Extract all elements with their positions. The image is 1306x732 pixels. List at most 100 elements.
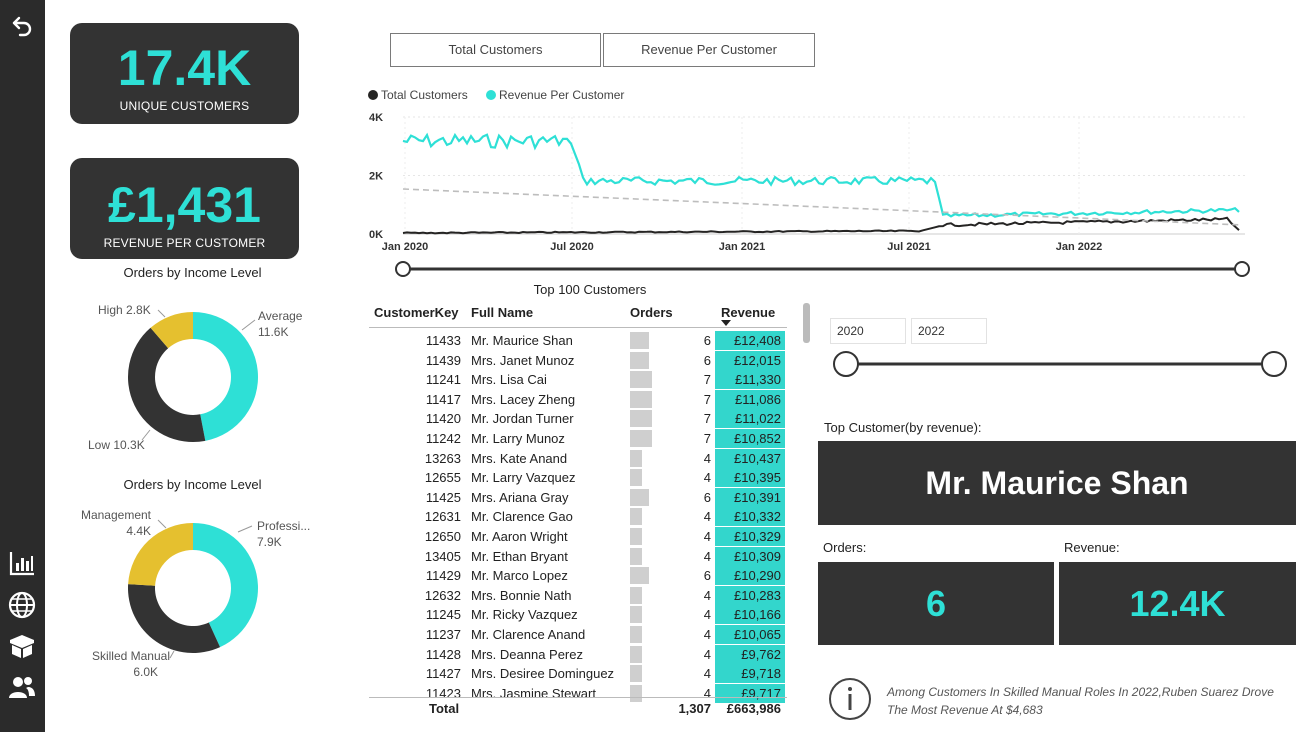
top-customer-name: Mr. Maurice Shan xyxy=(818,441,1296,525)
kpi-unique-customers-value: 17.4K xyxy=(117,40,252,96)
cell-customer-key: 11439 xyxy=(425,352,461,368)
y-tick-0: 4K xyxy=(369,112,383,124)
occupation-value-2: 4.4K xyxy=(126,524,151,538)
occupation-slice-0[interactable] xyxy=(193,523,258,648)
income-slice-0[interactable] xyxy=(193,312,258,441)
year-from-input[interactable]: 2020 xyxy=(830,318,906,344)
cell-revenue: £10,283 xyxy=(715,585,785,605)
table-row[interactable]: 11420 Mr. Jordan Turner 7 £11,022 xyxy=(369,409,787,429)
cell-full-name: Mr. Marco Lopez xyxy=(471,568,568,584)
cell-full-name: Mr. Ricky Vazquez xyxy=(471,607,578,623)
revenue-per-customer-toggle-button[interactable]: Revenue Per Customer xyxy=(603,33,815,67)
cell-orders: 4 xyxy=(703,685,711,701)
table-scrollbar[interactable] xyxy=(803,303,810,343)
occupation-leader-1 xyxy=(169,650,175,659)
table-row[interactable]: 11433 Mr. Maurice Shan 6 £12,408 xyxy=(369,331,787,351)
cell-customer-key: 11427 xyxy=(425,666,461,682)
col-header-key[interactable]: CustomerKey xyxy=(374,305,459,320)
table-row[interactable]: 12655 Mr. Larry Vazquez 4 £10,395 xyxy=(369,468,787,488)
bar-chart-icon[interactable] xyxy=(7,548,37,578)
table-row[interactable]: 11237 Mr. Clarence Anand 4 £10,065 xyxy=(369,625,787,645)
users-icon[interactable] xyxy=(7,672,37,702)
orders-databar xyxy=(630,528,642,545)
orders-databar xyxy=(630,606,642,624)
income-slice-2[interactable] xyxy=(150,312,193,349)
cell-customer-key: 11241 xyxy=(425,372,461,388)
orders-databar xyxy=(630,645,642,663)
total-label: Total xyxy=(429,701,460,716)
table-row[interactable]: 13405 Mr. Ethan Bryant 4 £10,309 xyxy=(369,546,787,567)
cell-orders: 4 xyxy=(703,666,711,682)
cell-orders: 7 xyxy=(703,411,711,427)
insight-text: Among Customers In Skilled Manual Roles … xyxy=(887,685,1274,717)
table-row[interactable]: 11427 Mrs. Desiree Dominguez 4 £9,718 xyxy=(369,664,787,684)
orders-databar xyxy=(630,449,642,467)
donut-chart-occupation[interactable]: Professi... 7.9K Skilled Manual 6.0K Managem… xyxy=(70,500,315,685)
undo-arrow-icon[interactable] xyxy=(7,10,37,40)
year-to-input[interactable]: 2022 xyxy=(911,318,987,344)
line-chart-customers-revenue[interactable]: Total Customers Revenue Per Customer 4K 2K 0… xyxy=(360,84,1260,279)
top-customer-revenue-label: Revenue: xyxy=(1064,540,1120,555)
cell-revenue: £10,309 xyxy=(715,546,785,566)
occupation-value-0: 7.9K xyxy=(257,535,282,549)
year-slider-start-handle[interactable] xyxy=(833,351,859,377)
kpi-revenue-per-customer: £1,431 REVENUE PER CUSTOMER xyxy=(70,158,299,259)
orders-databar xyxy=(630,410,652,428)
date-slider-end-handle[interactable] xyxy=(1234,261,1250,277)
cell-full-name: Mrs. Lisa Cai xyxy=(471,372,547,388)
occupation-slice-2[interactable] xyxy=(128,523,193,586)
cell-full-name: Mrs. Kate Anand xyxy=(471,450,568,466)
cell-orders: 6 xyxy=(703,568,711,584)
table-row[interactable]: 12631 Mr. Clarence Gao 4 £10,332 xyxy=(369,507,787,527)
orders-databar xyxy=(630,390,652,408)
table-row[interactable]: 11439 Mrs. Janet Munoz 6 £12,015 xyxy=(369,350,787,371)
col-header-name[interactable]: Full Name xyxy=(471,305,534,320)
nav-rail xyxy=(0,0,45,732)
cell-orders: 4 xyxy=(703,607,711,623)
total-customers-toggle-button[interactable]: Total Customers xyxy=(390,33,601,67)
income-slice-1[interactable] xyxy=(127,327,206,442)
table-row[interactable]: 11429 Mr. Marco Lopez 6 £10,290 xyxy=(369,566,787,586)
table-row[interactable]: 12650 Mr. Aaron Wright 4 £10,329 xyxy=(369,527,787,547)
year-range-slider[interactable] xyxy=(830,348,1290,380)
table-row[interactable]: 11241 Mrs. Lisa Cai 7 £11,330 xyxy=(369,370,787,390)
cell-customer-key: 12650 xyxy=(424,529,461,544)
legend-label-1[interactable]: Revenue Per Customer xyxy=(499,88,624,102)
table-row[interactable]: 11417 Mrs. Lacey Zheng 7 £11,086 xyxy=(369,389,787,410)
donut-occupation-title: Orders by Income Level xyxy=(123,477,262,492)
total-orders: 1,307 xyxy=(678,701,711,716)
cell-full-name: Mrs. Janet Munoz xyxy=(471,352,575,368)
cell-revenue: £12,015 xyxy=(715,350,785,370)
occupation-label-1: Skilled Manual xyxy=(92,649,170,663)
table-row[interactable]: 13263 Mrs. Kate Anand 4 £10,437 xyxy=(369,448,787,469)
legend-label-0[interactable]: Total Customers xyxy=(381,88,468,102)
cell-revenue: £11,086 xyxy=(715,389,785,409)
revenue-per-customer-series-line[interactable] xyxy=(402,132,1240,218)
cell-orders: 4 xyxy=(703,509,711,525)
table-row[interactable]: 12632 Mrs. Bonnie Nath 4 £10,283 xyxy=(369,585,787,606)
donut-chart-income[interactable]: Average 11.6K Low 10.3K High 2.8K xyxy=(70,290,315,460)
income-value-0: 11.6K xyxy=(258,325,288,339)
cell-revenue: £11,022 xyxy=(715,409,785,429)
table-row[interactable]: 11428 Mrs. Deanna Perez 4 £9,762 xyxy=(369,644,787,665)
table-row[interactable]: 11242 Mr. Larry Munoz 7 £10,852 xyxy=(369,429,787,449)
cell-customer-key: 12655 xyxy=(424,470,461,486)
income-leader-1 xyxy=(141,429,151,441)
x-tick-1: Jul 2020 xyxy=(550,241,593,253)
cell-full-name: Mr. Ethan Bryant xyxy=(471,548,568,564)
col-header-orders[interactable]: Orders xyxy=(630,305,673,320)
package-icon[interactable] xyxy=(7,631,37,661)
year-slider-end-handle[interactable] xyxy=(1261,351,1287,377)
income-leader-2 xyxy=(157,309,166,318)
globe-icon[interactable] xyxy=(7,590,37,620)
cell-full-name: Mrs. Desiree Dominguez xyxy=(471,666,615,682)
table-row[interactable]: 11425 Mrs. Ariana Gray 6 £10,391 xyxy=(369,487,787,508)
date-slider-start-handle[interactable] xyxy=(395,261,411,277)
table-row[interactable]: 11245 Mr. Ricky Vazquez 4 £10,166 xyxy=(369,605,787,625)
total-customers-series-line[interactable] xyxy=(402,216,1240,235)
occupation-slice-1[interactable] xyxy=(128,584,221,653)
cell-customer-key: 11417 xyxy=(425,391,461,407)
cell-customer-key: 13405 xyxy=(424,548,461,564)
table-total-row: Total 1,307 £663,986 xyxy=(369,697,787,717)
col-header-revenue[interactable]: Revenue xyxy=(721,305,776,320)
